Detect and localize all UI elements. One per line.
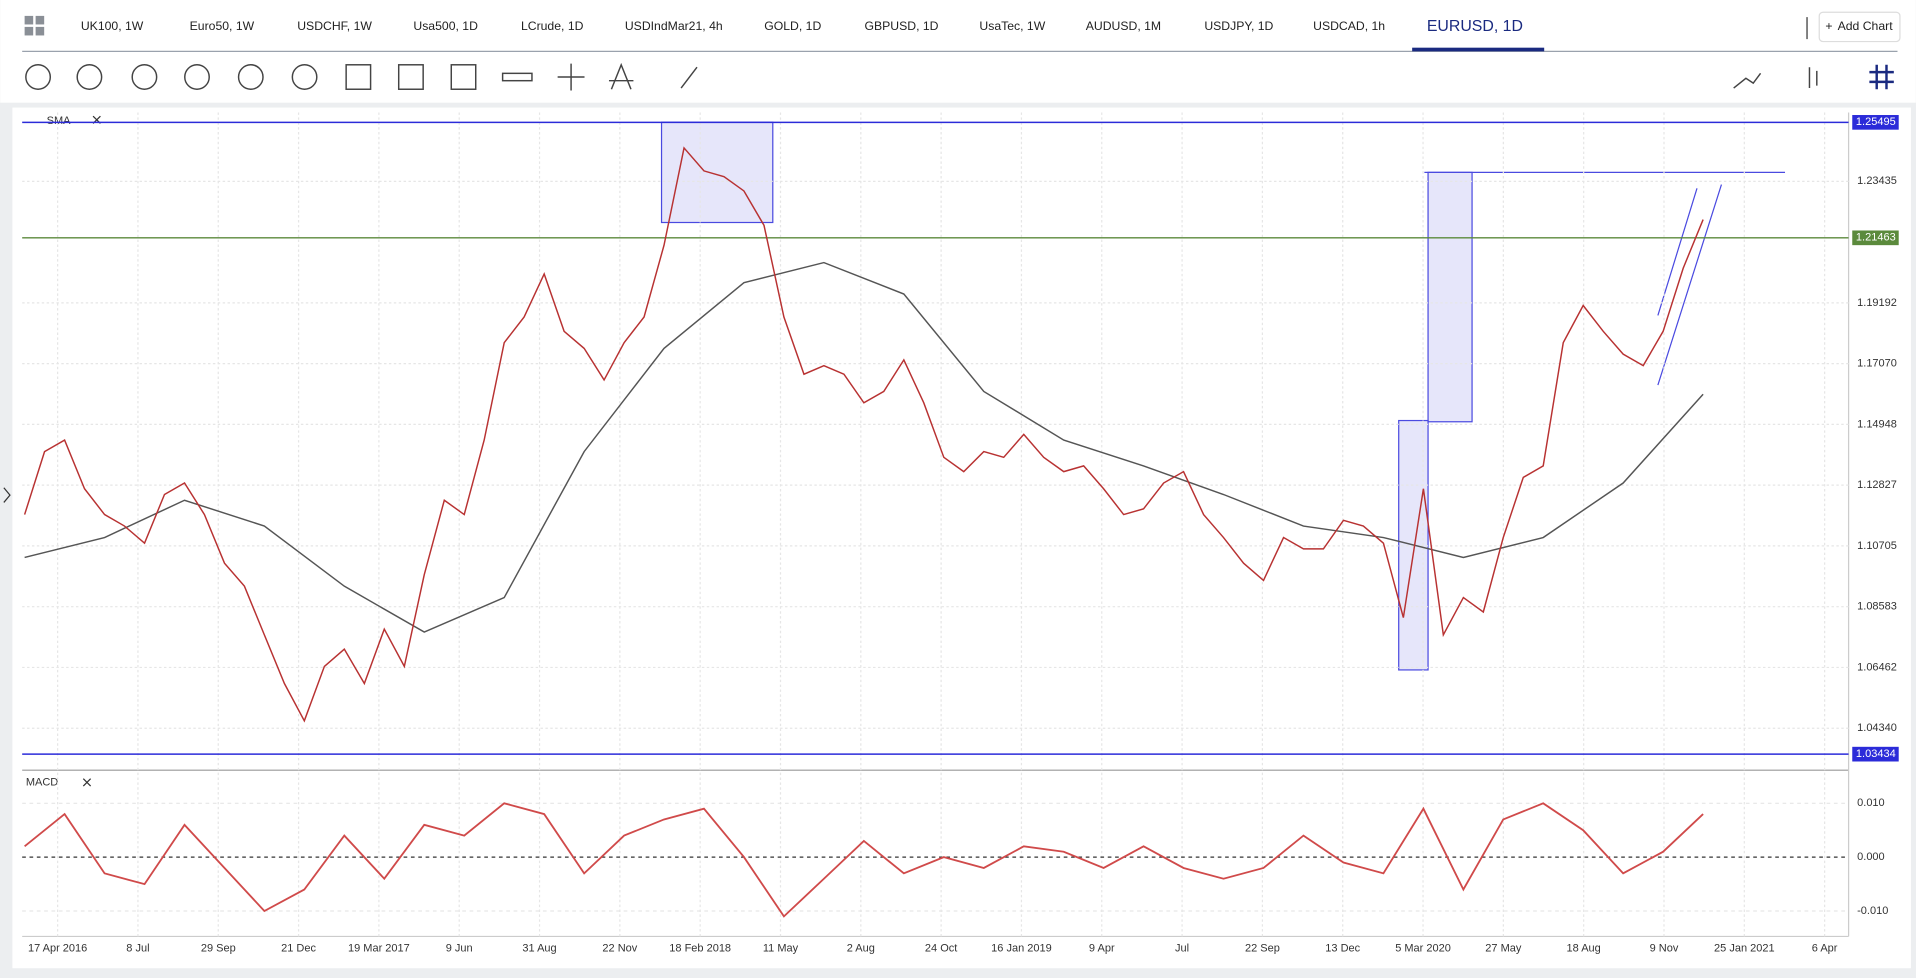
active-tab-underline bbox=[1412, 47, 1545, 52]
tab[interactable]: UsaTec, 1W bbox=[979, 19, 1045, 33]
x-tick-label: 18 Aug bbox=[1567, 943, 1601, 955]
macd-tick-label: 0.000 bbox=[1857, 851, 1885, 863]
level-tag bbox=[1852, 230, 1899, 246]
side-expand[interactable] bbox=[3, 487, 11, 503]
level-label: 1.21463 bbox=[1856, 232, 1896, 244]
macd-tick-label: 0.010 bbox=[1857, 797, 1885, 809]
add-chart-button[interactable] bbox=[1818, 11, 1901, 43]
tab[interactable]: UK100, 1W bbox=[81, 19, 144, 33]
tab[interactable]: AUDUSD, 1M bbox=[1086, 19, 1161, 33]
x-tick-label: Jul bbox=[1175, 943, 1189, 955]
macd-label: MACD bbox=[26, 776, 58, 788]
tab[interactable]: USDIndMar21, 4h bbox=[625, 19, 723, 33]
y-tick-label: 1.10705 bbox=[1857, 540, 1897, 552]
sma-line bbox=[24, 261, 1704, 633]
x-tick-label: 18 Feb 2018 bbox=[669, 943, 731, 955]
level-label: 1.25495 bbox=[1856, 116, 1896, 128]
price-line bbox=[23, 146, 1704, 723]
x-tick-label: 11 May bbox=[763, 943, 799, 955]
x-tick-label: 25 Jan 2021 bbox=[1714, 943, 1775, 955]
tab[interactable]: GBPUSD, 1D bbox=[864, 19, 938, 33]
apps-grid bbox=[24, 15, 45, 36]
x-tick-label: 8 Jul bbox=[126, 943, 149, 955]
x-tick-label: 27 May bbox=[1485, 943, 1522, 955]
x-tick-label: 21 Dec bbox=[281, 943, 316, 955]
x-tick-label: 13 Dec bbox=[1325, 943, 1360, 955]
tab[interactable]: Usa500, 1D bbox=[413, 19, 478, 33]
x-tick-label: 16 Jan 2019 bbox=[991, 943, 1052, 955]
macd-line bbox=[24, 802, 1704, 918]
tab[interactable]: USDCAD, 1h bbox=[1313, 19, 1385, 33]
y-tick-label: 1.12827 bbox=[1857, 479, 1897, 491]
y-tick-label: 1.17070 bbox=[1857, 358, 1897, 370]
x-tick-label: 6 Apr bbox=[1812, 943, 1838, 955]
x-tick-label: 9 Apr bbox=[1089, 943, 1115, 955]
x-tick-label: 5 Mar 2020 bbox=[1395, 943, 1451, 955]
level-tag bbox=[1852, 746, 1899, 762]
tab[interactable]: EURUSD, 1D bbox=[1427, 18, 1523, 35]
chart-panel bbox=[12, 107, 1911, 969]
close-icon[interactable] bbox=[82, 778, 92, 787]
x-tick-label: 2 Aug bbox=[847, 943, 875, 955]
x-tick-label: 29 Sep bbox=[201, 943, 236, 955]
tab[interactable]: USDCHF, 1W bbox=[297, 19, 372, 33]
tab[interactable]: GOLD, 1D bbox=[764, 19, 821, 33]
y-tick-label: 1.06462 bbox=[1857, 661, 1897, 673]
tab[interactable]: Euro50, 1W bbox=[190, 19, 255, 33]
x-tick-label: 22 Nov bbox=[602, 943, 637, 955]
level-label: 1.03434 bbox=[1856, 748, 1896, 760]
indicator-label: SMA bbox=[47, 115, 72, 127]
add-chart-plus: + bbox=[1825, 19, 1832, 33]
x-tick-label: 31 Aug bbox=[522, 943, 556, 955]
x-tick-label: 24 Oct bbox=[925, 943, 957, 955]
x-tick-label: 19 Mar 2017 bbox=[348, 943, 410, 955]
x-tick-label: 9 Nov bbox=[1650, 943, 1679, 955]
x-tick-label: 9 Jun bbox=[446, 943, 473, 955]
y-tick-label: 1.23435 bbox=[1857, 175, 1897, 187]
y-tick-label: 1.08583 bbox=[1857, 601, 1897, 613]
x-tick-label: 22 Sep bbox=[1245, 943, 1280, 955]
tab[interactable]: USDJPY, 1D bbox=[1204, 19, 1273, 33]
tool-icons bbox=[25, 62, 1894, 91]
tab[interactable]: LCrude, 1D bbox=[521, 19, 584, 33]
macd-tick-label: -0.010 bbox=[1857, 905, 1888, 917]
y-tick-label: 1.19192 bbox=[1857, 297, 1897, 309]
add-chart-label[interactable]: Add Chart bbox=[1838, 19, 1894, 33]
y-tick-label: 1.04340 bbox=[1857, 722, 1897, 734]
x-tick-label: 17 Apr 2016 bbox=[28, 943, 87, 955]
y-tick-label: 1.14948 bbox=[1857, 418, 1897, 430]
level-tag bbox=[1852, 115, 1899, 130]
